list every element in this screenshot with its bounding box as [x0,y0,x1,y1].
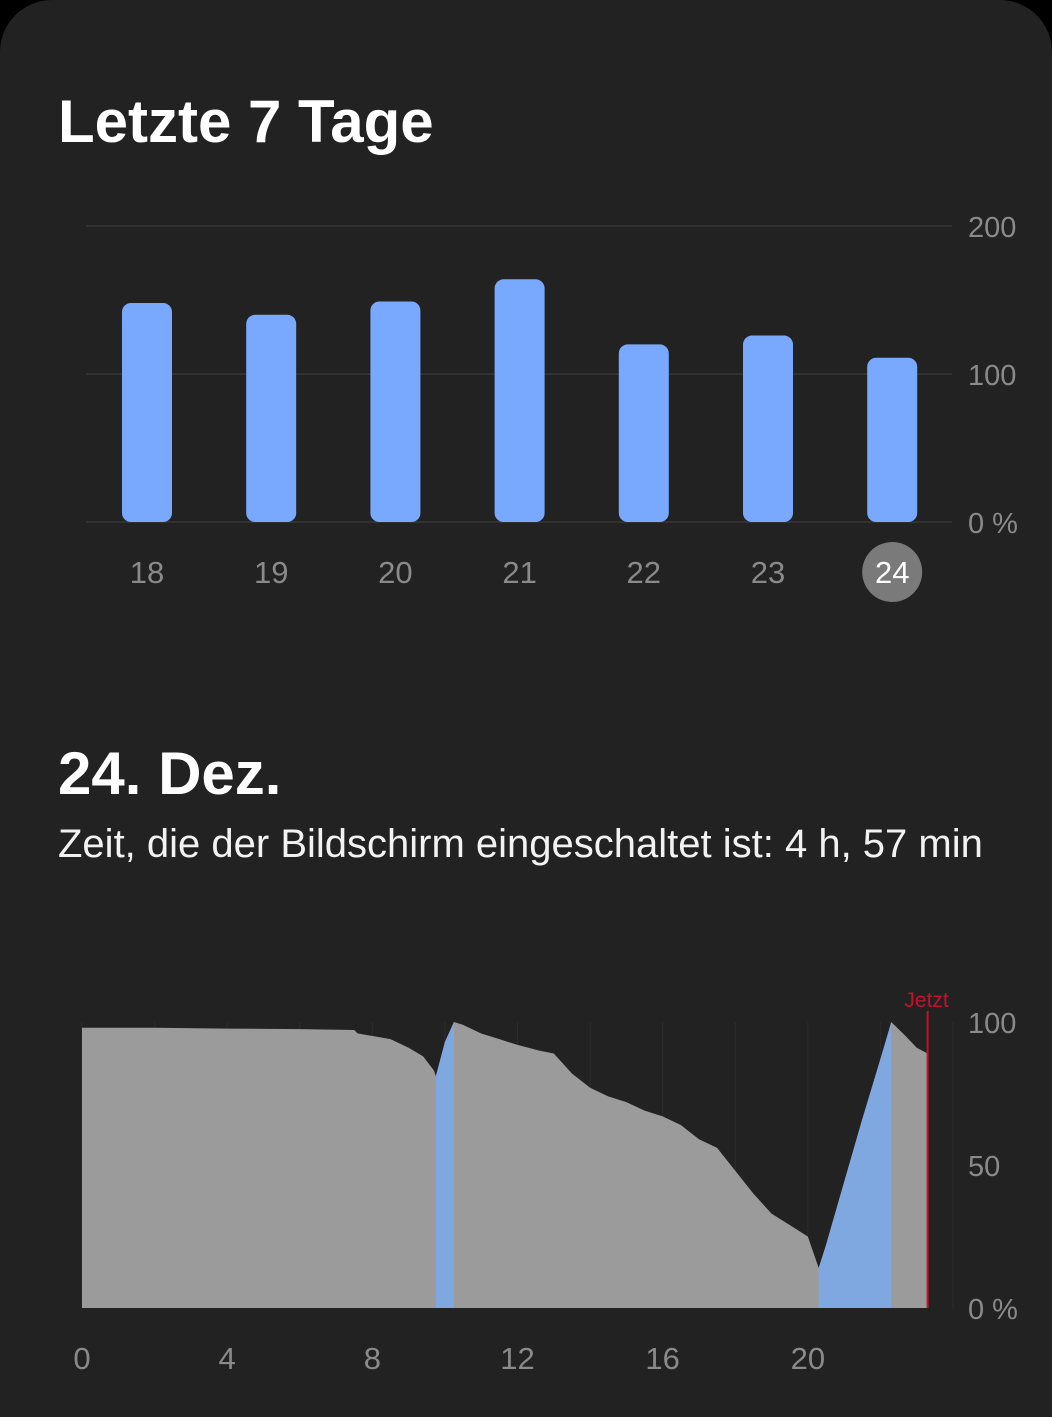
x-tick-label: 18 [130,555,164,590]
screen-on-time: Zeit, die der Bildschirm eingeschaltet i… [58,822,983,866]
y-tick-label: 200 [968,212,1016,244]
y-tick-label: 0 % [968,1294,1018,1326]
y-tick-label: 100 [968,1008,1016,1040]
x-tick-label: 16 [645,1341,679,1376]
bar-21 [494,279,545,522]
x-tick-label: 21 [502,555,536,590]
day-title: 24. Dez. [58,740,282,807]
selected-day-badge [862,542,923,602]
x-tick-label: 4 [219,1341,236,1376]
battery-area [82,1022,928,1308]
weekly-bar-chart: 0 % 100 200 18 19 20 21 22 23 24 [86,212,1018,602]
bar-20 [370,301,421,522]
charging-period-1 [435,1022,454,1308]
x-tick-label: 12 [500,1341,534,1376]
x-tick-label: 24 [875,555,909,590]
x-tick-label: 0 [73,1341,90,1376]
y-tick-label: 50 [968,1151,1000,1183]
y-tick-label: 0 % [968,508,1018,540]
x-tick-label: 8 [364,1341,381,1376]
bar-22 [618,344,669,522]
x-tick-label: 20 [378,555,412,590]
x-tick-label: 20 [791,1341,825,1376]
x-tick-label: 23 [751,555,785,590]
bar-23 [743,335,793,522]
daily-battery-chart: 0 % 50 100 Jetzt 0 4 8 12 16 20 [73,989,1018,1376]
weekly-title: Letzte 7 Tage [58,88,434,155]
now-label: Jetzt [904,989,949,1012]
x-tick-label: 19 [254,555,288,590]
y-tick-label: 100 [968,360,1016,392]
bar-18 [122,302,172,522]
bar-19 [246,314,297,522]
bar-24 [867,357,918,522]
x-tick-label: 22 [627,555,661,590]
